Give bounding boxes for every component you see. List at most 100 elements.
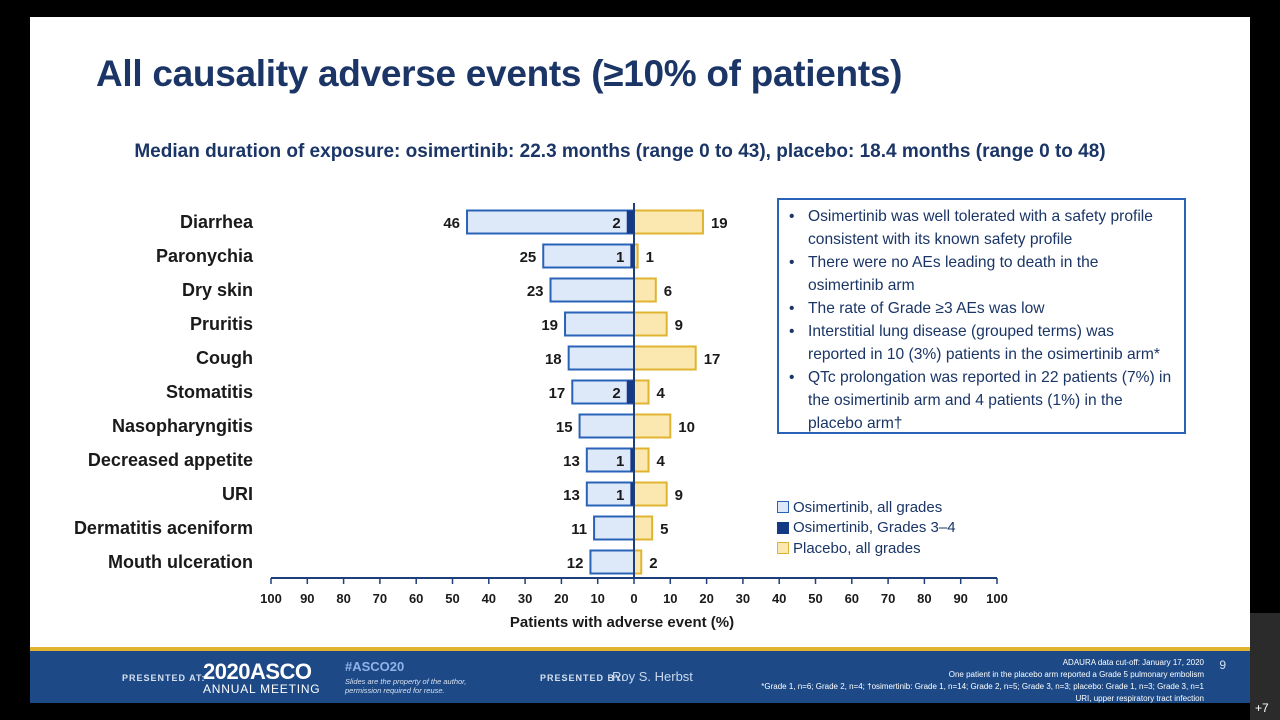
value-label-grade34: 1 — [616, 487, 624, 504]
x-tick-label: 40 — [772, 591, 786, 606]
footnote-line: *Grade 1, n=6; Grade 2, n=4; †osimertini… — [761, 682, 1204, 691]
bar-placebo — [633, 481, 668, 507]
footnotes: ADAURA data cut-off: January 17, 2020 On… — [761, 657, 1204, 703]
bullet-text: There were no AEs leading to death in th… — [808, 254, 1099, 294]
x-tick-label: 20 — [554, 591, 568, 606]
x-tick-label: 50 — [445, 591, 459, 606]
value-label-grade34: 1 — [616, 249, 624, 266]
value-label-placebo: 2 — [649, 555, 657, 572]
bar-placebo — [633, 515, 654, 541]
player-corner-panel — [1250, 613, 1280, 720]
slide-title: All causality adverse events (≥10% of pa… — [96, 53, 903, 94]
category-label: Cough — [196, 348, 253, 368]
value-label-osimertinib: 15 — [556, 419, 573, 436]
legend-swatch-osimertinib-grade34 — [777, 521, 789, 534]
slide-footer: PRESENTED AT: 2020ASCO ANNUAL MEETING #A… — [30, 647, 1250, 703]
x-tick-label: 60 — [409, 591, 423, 606]
bullet-text: Interstitial lung disease (grouped terms… — [808, 323, 1160, 363]
bar-osimertinib — [571, 379, 635, 405]
bar-osimertinib — [589, 549, 636, 575]
legend-item-placebo: Placebo, all grades — [777, 538, 956, 559]
asco-logo-text: 2020ASCO — [203, 659, 312, 684]
more-count-badge[interactable]: +7 — [1255, 701, 1269, 715]
category-label: URI — [222, 484, 253, 504]
value-label-osimertinib: 17 — [549, 385, 566, 402]
value-label-placebo: 1 — [646, 249, 654, 266]
value-label-grade34: 1 — [616, 453, 624, 470]
value-label-osimertinib: 23 — [527, 283, 544, 300]
bar-osimertinib — [564, 311, 636, 337]
value-label-osimertinib: 12 — [567, 555, 584, 572]
bullet-item: • Interstitial lung disease (grouped term… — [787, 320, 1174, 366]
category-label: Pruritis — [190, 314, 253, 334]
hashtag: #ASCO20 — [345, 659, 405, 674]
x-tick-label: 100 — [986, 591, 1008, 606]
presented-at-label: PRESENTED AT: — [122, 673, 206, 683]
x-tick-label: 0 — [630, 591, 637, 606]
x-tick-label: 40 — [482, 591, 496, 606]
value-label-placebo: 19 — [711, 215, 728, 232]
presented-by-label: PRESENTED BY: — [540, 673, 626, 683]
legend-label: Osimertinib, Grades 3–4 — [793, 519, 956, 537]
bar-osimertinib-grade34 — [630, 244, 634, 268]
value-label-osimertinib: 25 — [520, 249, 537, 266]
page-number: 9 — [1219, 658, 1226, 672]
legend-item-osimertinib-grade34: Osimertinib, Grades 3–4 — [777, 518, 956, 539]
x-tick-label: 60 — [845, 591, 859, 606]
legend-item-osimertinib-all: Osimertinib, all grades — [777, 497, 956, 518]
category-label: Paronychia — [156, 246, 254, 266]
bar-osimertinib — [578, 413, 635, 439]
bullet-item: • QTc prolongation was reported in 22 pat… — [787, 366, 1174, 435]
category-label: Nasopharyngitis — [112, 416, 253, 436]
bar-osimertinib-grade34 — [626, 380, 634, 404]
bullet-dot: • — [789, 369, 795, 386]
footnote-line: URI, upper respiratory tract infection — [1075, 694, 1205, 703]
category-label: Dry skin — [182, 280, 253, 300]
x-tick-label: 70 — [881, 591, 895, 606]
bullet-dot: • — [789, 254, 795, 271]
bar-osimertinib — [567, 345, 635, 371]
value-label-placebo: 9 — [675, 487, 683, 504]
bar-placebo — [633, 277, 657, 303]
x-tick-label: 100 — [260, 591, 282, 606]
bullet-dot: • — [789, 323, 795, 340]
bullet-dot: • — [789, 208, 795, 225]
bullet-text: QTc prolongation was reported in 22 pati… — [808, 369, 1172, 432]
footnote-line: One patient in the placebo arm reported … — [948, 670, 1204, 679]
property-note: Slides are the property of the author, — [345, 677, 467, 686]
value-label-grade34: 2 — [612, 385, 620, 402]
legend-swatch-placebo — [777, 542, 789, 555]
slide-subtitle: Median duration of exposure: osimertinib… — [134, 141, 1106, 162]
value-label-osimertinib: 13 — [563, 487, 580, 504]
bar-placebo — [633, 209, 704, 235]
legend-swatch-osimertinib-all — [777, 501, 789, 514]
value-label-osimertinib: 19 — [541, 317, 558, 334]
value-label-placebo: 4 — [657, 453, 666, 470]
value-label-placebo: 4 — [657, 385, 666, 402]
bullet-item: • There were no AEs leading to death in t… — [787, 251, 1174, 297]
x-tick-label: 10 — [663, 591, 677, 606]
x-tick-label: 90 — [300, 591, 314, 606]
bar-placebo — [633, 379, 650, 405]
bar-osimertinib — [549, 277, 636, 303]
bar-osimertinib-grade34 — [630, 448, 634, 472]
bar-osimertinib — [466, 209, 635, 235]
bullet-text: Osimertinib was well tolerated with a sa… — [808, 208, 1153, 248]
x-tick-label: 80 — [917, 591, 931, 606]
bullet-item: • Osimertinib was well tolerated with a s… — [787, 205, 1174, 251]
bar-osimertinib — [593, 515, 636, 541]
value-label-osimertinib: 11 — [571, 521, 587, 538]
chart-legend: Osimertinib, all grades Osimertinib, Gra… — [777, 497, 956, 559]
x-axis-label: Patients with adverse event (%) — [510, 614, 734, 631]
value-label-osimertinib: 18 — [545, 351, 562, 368]
bar-placebo — [633, 311, 668, 337]
value-label-placebo: 10 — [678, 419, 695, 436]
bullet-dot: • — [789, 300, 795, 317]
x-tick-label: 20 — [699, 591, 713, 606]
slide: All causality adverse events (≥10% of pa… — [30, 17, 1250, 703]
category-label: Decreased appetite — [88, 450, 253, 470]
x-tick-label: 90 — [953, 591, 967, 606]
category-label: Mouth ulceration — [108, 552, 253, 572]
category-label: Dermatitis aceniform — [74, 518, 253, 538]
